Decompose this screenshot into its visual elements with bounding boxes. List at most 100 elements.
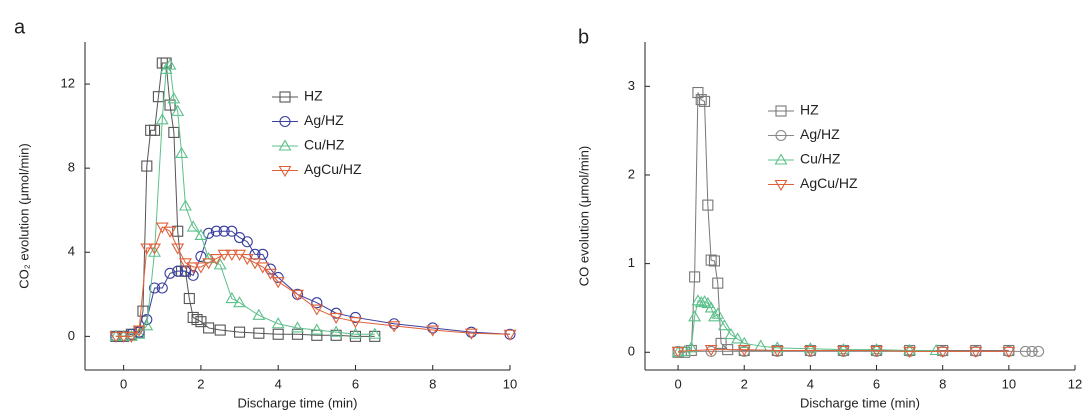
marker: [837, 345, 850, 358]
marker: [936, 346, 950, 358]
marker: [465, 326, 477, 338]
marker: [291, 328, 304, 340]
marker: [702, 199, 714, 211]
marker: [705, 345, 717, 357]
marker: [272, 328, 284, 340]
legend-label: HZ: [304, 88, 323, 104]
marker: [195, 250, 207, 263]
marker: [117, 331, 131, 343]
x-tick-label: 12: [1068, 376, 1082, 391]
marker: [140, 319, 154, 331]
marker: [708, 255, 721, 267]
y-tick-label: 8: [68, 160, 75, 175]
marker: [426, 325, 440, 337]
series-line: [678, 92, 1009, 353]
legend-marker: [279, 115, 291, 128]
marker: [684, 341, 698, 353]
marker: [837, 343, 850, 355]
marker: [291, 289, 304, 301]
marker: [737, 345, 751, 357]
legend-marker: [774, 153, 788, 165]
x-tick-label: 6: [873, 376, 880, 391]
marker: [191, 313, 203, 326]
legend-marker: [775, 129, 787, 142]
marker: [109, 329, 123, 341]
marker: [175, 146, 189, 158]
marker: [464, 328, 478, 340]
marker: [803, 342, 817, 354]
marker: [203, 227, 215, 239]
marker: [715, 337, 727, 349]
marker: [695, 94, 707, 106]
marker: [903, 346, 917, 358]
marker: [156, 282, 168, 294]
x-tick-label: 8: [939, 376, 946, 391]
marker: [803, 345, 817, 358]
marker: [291, 321, 304, 333]
marker: [167, 92, 181, 104]
marker: [109, 331, 123, 343]
marker: [171, 243, 185, 255]
x-tick-label: 2: [741, 376, 748, 391]
series-line: [115, 226, 511, 337]
marker: [217, 249, 231, 261]
marker: [148, 124, 161, 136]
marker: [233, 326, 246, 338]
marker: [218, 225, 230, 237]
legend-label: Ag/HZ: [304, 112, 344, 128]
y-tick-label: 4: [68, 244, 75, 259]
marker: [870, 343, 883, 355]
marker: [141, 160, 153, 172]
marker: [368, 327, 382, 339]
marker: [271, 277, 285, 289]
marker: [712, 277, 724, 289]
marker: [737, 336, 751, 348]
marker: [310, 304, 324, 316]
marker: [387, 321, 401, 333]
marker: [155, 113, 169, 125]
marker: [310, 323, 324, 335]
marker: [187, 269, 199, 281]
panel-label: a: [14, 16, 26, 38]
x-tick-label: 10: [1002, 376, 1016, 391]
marker: [705, 254, 717, 266]
marker: [213, 258, 227, 270]
panel-label: b: [578, 26, 589, 48]
x-tick-label: 6: [352, 376, 359, 391]
x-tick-label: 0: [120, 376, 127, 391]
marker: [172, 265, 184, 277]
marker: [148, 243, 161, 255]
legend-label: HZ: [800, 102, 819, 118]
marker: [969, 346, 983, 358]
marker: [124, 331, 138, 343]
marker: [691, 294, 705, 306]
marker: [738, 345, 750, 357]
series-line: [115, 63, 375, 337]
legend-label: Cu/HZ: [304, 137, 345, 153]
series-line: [115, 230, 511, 337]
x-tick-label: 0: [674, 376, 681, 391]
y-tick-label: 2: [628, 166, 635, 181]
marker: [329, 312, 343, 325]
marker: [194, 228, 208, 240]
marker: [1033, 345, 1045, 357]
marker: [271, 317, 285, 329]
marker: [203, 322, 215, 334]
y-tick-label: 1: [628, 255, 635, 270]
series-line: [115, 62, 375, 337]
marker: [140, 243, 154, 255]
marker: [194, 262, 208, 274]
x-tick-label: 8: [429, 376, 436, 391]
marker: [209, 254, 223, 266]
marker: [349, 327, 362, 339]
x-tick-label: 4: [275, 376, 282, 391]
x-tick-label: 2: [197, 376, 204, 391]
marker: [349, 317, 362, 329]
marker: [171, 104, 185, 116]
marker: [1019, 345, 1031, 357]
legend-label: AgCu/HZ: [304, 161, 362, 177]
marker: [688, 310, 702, 322]
marker: [152, 91, 164, 103]
marker: [187, 311, 199, 323]
marker: [1002, 346, 1016, 358]
